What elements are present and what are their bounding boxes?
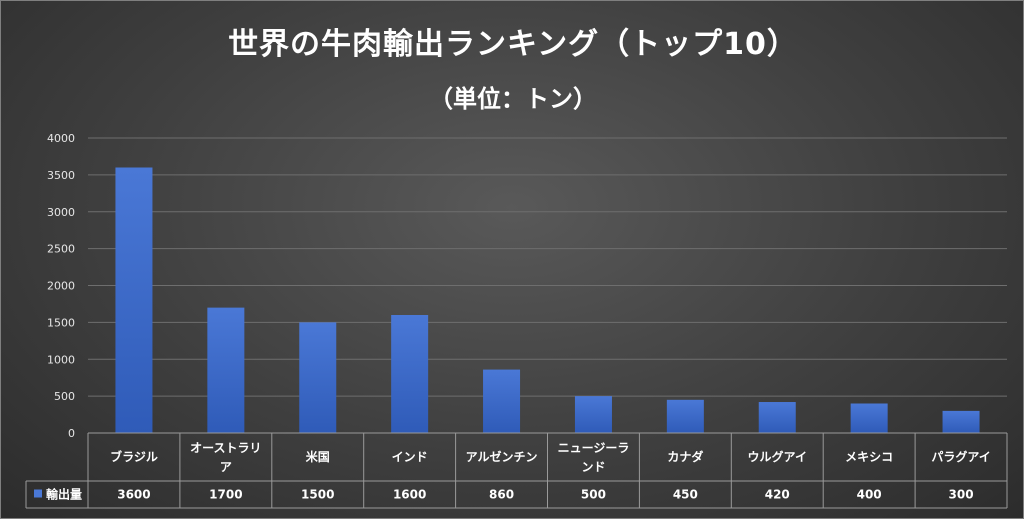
category-label: ンド (581, 460, 605, 474)
data-value: 1700 (209, 488, 242, 502)
y-tick-label: 3000 (47, 206, 75, 219)
data-value: 1500 (301, 488, 334, 502)
data-value: 3600 (117, 488, 150, 502)
data-value: 860 (489, 488, 514, 502)
y-tick-label: 1500 (47, 316, 75, 329)
category-label: パラグアイ (931, 449, 990, 464)
category-label: 米国 (306, 449, 330, 464)
chart-title: 世界の牛肉輸出ランキング（トップ10） (228, 27, 798, 62)
gridlines (88, 137, 1007, 397)
y-tick-label: 1000 (47, 353, 75, 366)
bar (391, 315, 429, 433)
bar (758, 402, 796, 433)
bar (666, 399, 704, 433)
y-tick-label: 0 (68, 427, 75, 440)
category-label: インド (392, 450, 428, 464)
category-label: メキシコ (845, 450, 893, 464)
chart-subtitle: （単位：トン） (429, 85, 597, 113)
category-label: アルゼンチン (466, 449, 538, 464)
bar (483, 369, 521, 433)
bar (115, 167, 153, 433)
category-label: ニュージーラ (558, 441, 630, 455)
bar (942, 410, 980, 433)
category-label: カナダ (667, 449, 703, 464)
bar (299, 322, 337, 433)
data-value: 1600 (393, 488, 426, 502)
category-label: オーストラリ (190, 441, 261, 455)
legend-label: 輸出量 (46, 487, 82, 502)
bars (115, 167, 980, 433)
legend-key (34, 489, 42, 498)
data-value: 420 (765, 488, 790, 502)
bar (207, 307, 245, 433)
y-tick-label: 2000 (47, 280, 75, 293)
category-label: ブラジル (110, 449, 158, 464)
bar (850, 403, 888, 433)
y-tick-label: 3500 (47, 169, 75, 182)
bar (574, 396, 612, 433)
data-value: 500 (581, 488, 606, 502)
y-axis-ticks: 0 500 1000 1500 2000 2500 3000 3500 4000 (47, 132, 75, 440)
y-tick-label: 4000 (47, 132, 75, 145)
category-label: ア (220, 460, 232, 474)
data-value: 300 (949, 488, 974, 502)
data-value: 450 (673, 488, 698, 502)
y-tick-label: 500 (54, 390, 75, 403)
y-tick-label: 2500 (47, 243, 75, 256)
category-label: ウルグアイ (748, 449, 807, 464)
data-value: 400 (857, 488, 882, 502)
